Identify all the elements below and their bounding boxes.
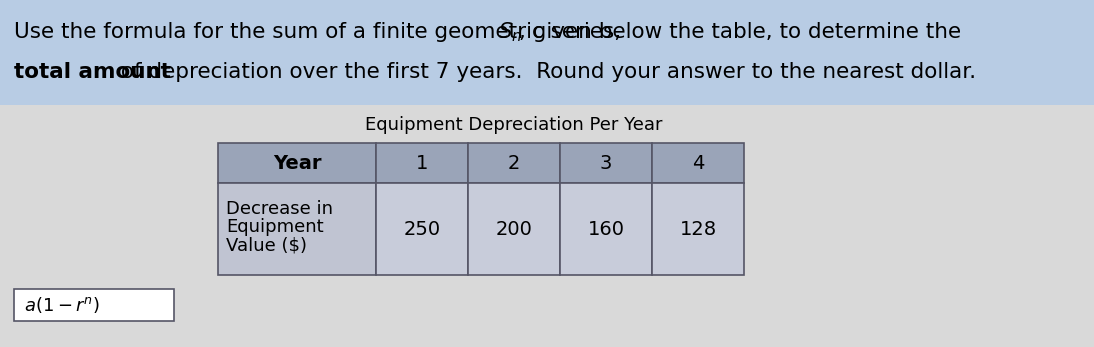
Text: 128: 128 [679,220,717,238]
Text: Year: Year [272,153,322,172]
Bar [218,183,376,275]
Text: Value ($): Value ($) [226,236,307,254]
Text: Decrease in: Decrease in [226,200,333,218]
Text: Equipment Depreciation Per Year: Equipment Depreciation Per Year [365,116,663,134]
Text: of depreciation over the first 7 years.  Round your answer to the nearest dollar: of depreciation over the first 7 years. … [114,62,976,82]
Text: 250: 250 [404,220,441,238]
Bar [376,143,468,183]
Text: , given below the table, to determine the: , given below the table, to determine th… [520,22,962,42]
Bar [468,183,560,275]
Bar [218,143,376,183]
Text: $S_n$: $S_n$ [498,20,523,44]
Bar [0,0,1094,105]
Text: 2: 2 [508,153,520,172]
Bar [652,143,744,183]
Bar [376,183,468,275]
Bar [560,183,652,275]
Text: 200: 200 [496,220,533,238]
Bar [652,183,744,275]
Text: $a(1-r^n)$: $a(1-r^n)$ [24,295,100,315]
Bar [14,289,174,321]
Bar [468,143,560,183]
Text: 4: 4 [691,153,705,172]
Bar [560,143,652,183]
Text: 3: 3 [600,153,613,172]
Text: Use the formula for the sum of a finite geometric series,: Use the formula for the sum of a finite … [14,22,628,42]
Text: Equipment: Equipment [226,218,324,236]
Text: 1: 1 [416,153,428,172]
Text: total amount: total amount [14,62,171,82]
Text: 160: 160 [587,220,625,238]
